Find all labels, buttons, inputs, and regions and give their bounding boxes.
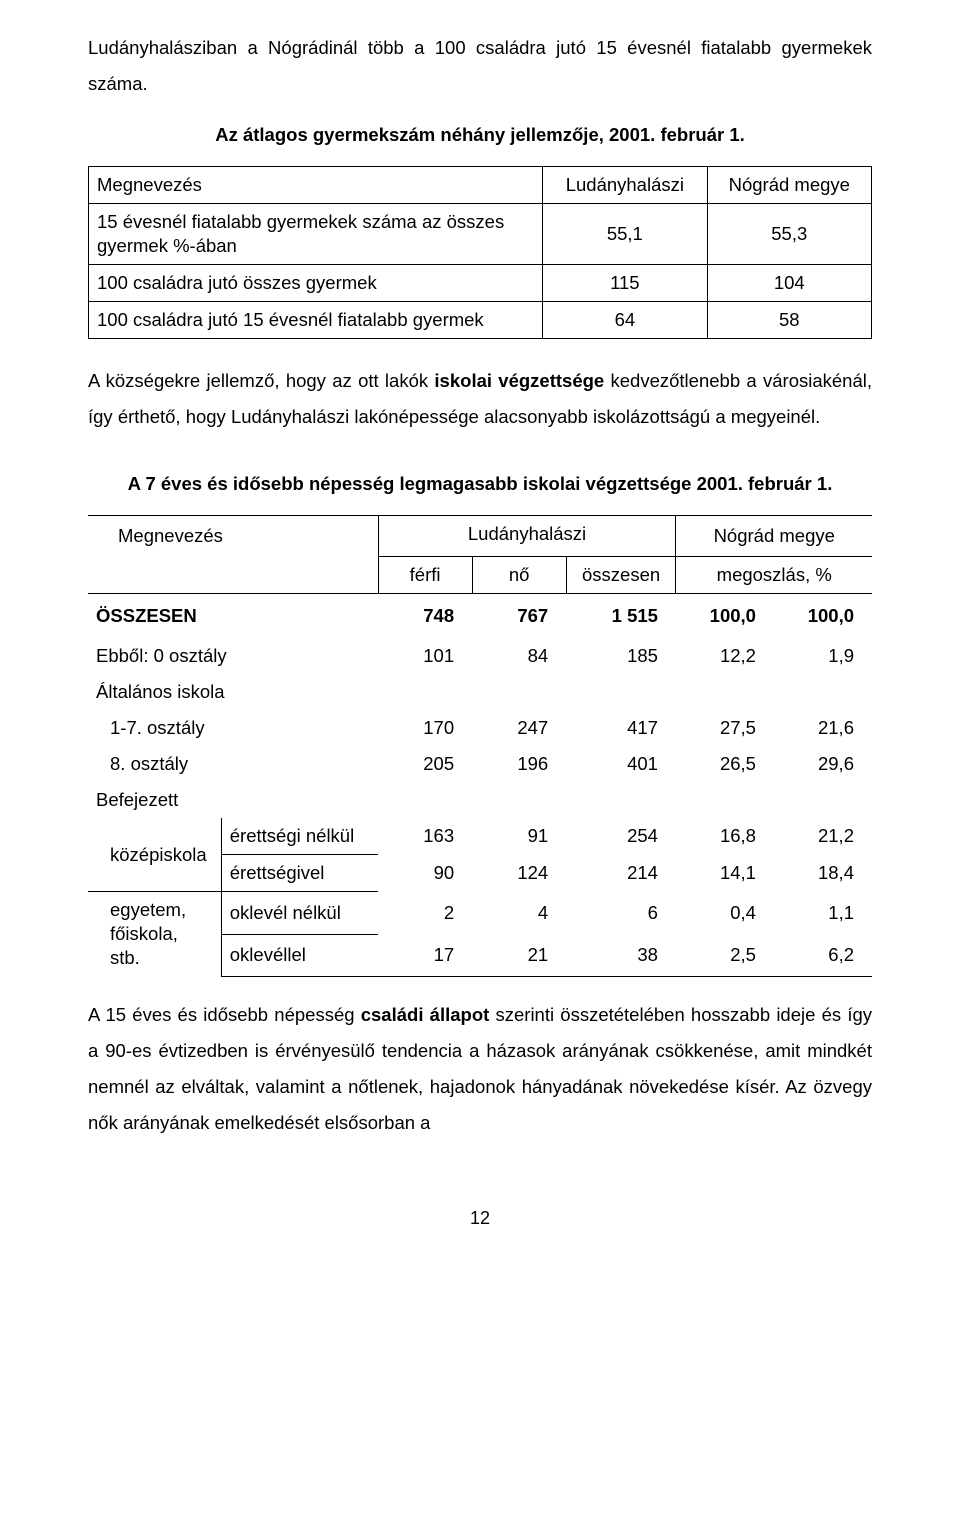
table-row: ÖSSZESEN 748 767 1 515 100,0 100,0: [88, 593, 872, 638]
cell: 8. osztály: [88, 746, 378, 782]
cell: 21,2: [774, 818, 872, 855]
cell: 4: [472, 892, 566, 934]
cell: 2: [378, 892, 472, 934]
mid-paragraph: A községekre jellemző, hogy az ott lakók…: [88, 363, 872, 435]
cell: 21: [472, 934, 566, 976]
table-row: Általános iskola: [88, 674, 872, 710]
cell: 247: [472, 710, 566, 746]
cell: 12,2: [676, 638, 774, 674]
table2-title: A 7 éves és idősebb népesség legmagasabb…: [88, 471, 872, 497]
table-row: 15 évesnél fiatalabb gyermekek száma az …: [89, 204, 872, 265]
cell: 6: [566, 892, 676, 934]
cell: egyetem, főiskola, stb.: [88, 892, 221, 977]
cell: 254: [566, 818, 676, 855]
cell: érettségivel: [221, 855, 378, 892]
cell: 1 515: [612, 605, 658, 626]
cell: 84: [472, 638, 566, 674]
t2-h-megoszlas: megoszlás, %: [676, 556, 872, 593]
cell: 1,1: [774, 892, 872, 934]
table-row: Befejezett: [88, 782, 872, 818]
out-paragraph: A 15 éves és idősebb népesség családi ál…: [88, 997, 872, 1141]
cell: 1,9: [774, 638, 872, 674]
cell: 205: [378, 746, 472, 782]
table-row: 8. osztály 205 196 401 26,5 29,6: [88, 746, 872, 782]
cell: 101: [378, 638, 472, 674]
table-row: 100 családra jutó 15 évesnél fiatalabb g…: [89, 302, 872, 339]
cell: 170: [378, 710, 472, 746]
cell: 100,0: [710, 605, 756, 626]
cell: 91: [472, 818, 566, 855]
cell: Általános iskola: [88, 674, 378, 710]
cell: 27,5: [676, 710, 774, 746]
cell: 2,5: [676, 934, 774, 976]
t1-r0-v1: 55,1: [543, 204, 707, 265]
cell: 100,0: [808, 605, 854, 626]
cell: Befejezett: [88, 782, 378, 818]
table2: Megnevezés Ludányhalászi Nógrád megye fé…: [88, 515, 872, 977]
cell: 21,6: [774, 710, 872, 746]
cell: 214: [566, 855, 676, 892]
cell: 90: [378, 855, 472, 892]
page-number: 12: [88, 1201, 872, 1236]
t2-h-ludany: Ludányhalászi: [378, 516, 676, 553]
cell: 6,2: [774, 934, 872, 976]
cell: 185: [566, 638, 676, 674]
cell: 16,8: [676, 818, 774, 855]
cell: 18,4: [774, 855, 872, 892]
cell: oklevél nélkül: [221, 892, 378, 934]
t1-r0-v2: 55,3: [707, 204, 871, 265]
t1-r1-v1: 115: [543, 265, 707, 302]
cell: 17: [378, 934, 472, 976]
cell: érettségi nélkül: [221, 818, 378, 855]
cell: 417: [566, 710, 676, 746]
cell: 1-7. osztály: [88, 710, 378, 746]
t2-h-nograd: Nógrád megye: [676, 516, 872, 557]
table1: Megnevezés Ludányhalászi Nógrád megye 15…: [88, 166, 872, 339]
t1-h2: Nógrád megye: [707, 167, 871, 204]
cell: 38: [566, 934, 676, 976]
t2-h-ferfi: férfi: [378, 556, 472, 593]
t1-r1-label: 100 családra jutó összes gyermek: [89, 265, 543, 302]
cell: 163: [378, 818, 472, 855]
table1-title: Az átlagos gyermekszám néhány jellemzője…: [88, 122, 872, 148]
cell: 29,6: [774, 746, 872, 782]
t1-r0-label: 15 évesnél fiatalabb gyermekek száma az …: [89, 204, 543, 265]
cell: középiskola: [88, 818, 221, 892]
t1-h1: Ludányhalászi: [543, 167, 707, 204]
t1-r1-v2: 104: [707, 265, 871, 302]
table-row: Ebből: 0 osztály 101 84 185 12,2 1,9: [88, 638, 872, 674]
cell: 196: [472, 746, 566, 782]
t2-osszesen-label: ÖSSZESEN: [96, 605, 197, 626]
table-row: 1-7. osztály 170 247 417 27,5 21,6: [88, 710, 872, 746]
table-row: középiskola érettségi nélkül 163 91 254 …: [88, 818, 872, 855]
t1-r2-v2: 58: [707, 302, 871, 339]
cell: 0,4: [676, 892, 774, 934]
table-row: 100 családra jutó összes gyermek 115 104: [89, 265, 872, 302]
cell: 26,5: [676, 746, 774, 782]
t1-r2-v1: 64: [543, 302, 707, 339]
cell: 767: [517, 605, 548, 626]
cell: 124: [472, 855, 566, 892]
cell: Ebből: 0 osztály: [88, 638, 378, 674]
t1-r2-label: 100 családra jutó 15 évesnél fiatalabb g…: [89, 302, 543, 339]
cell: 401: [566, 746, 676, 782]
cell: oklevéllel: [221, 934, 378, 976]
t1-h0: Megnevezés: [89, 167, 543, 204]
t2-h-megnev: Megnevezés: [88, 516, 378, 557]
intro-paragraph: Ludányhalásziban a Nógrádinál több a 100…: [88, 30, 872, 102]
t2-h-osszesen: összesen: [566, 556, 676, 593]
table-row: egyetem, főiskola, stb. oklevél nélkül 2…: [88, 892, 872, 934]
cell: 748: [423, 605, 454, 626]
cell: 14,1: [676, 855, 774, 892]
t2-h-no: nő: [472, 556, 566, 593]
